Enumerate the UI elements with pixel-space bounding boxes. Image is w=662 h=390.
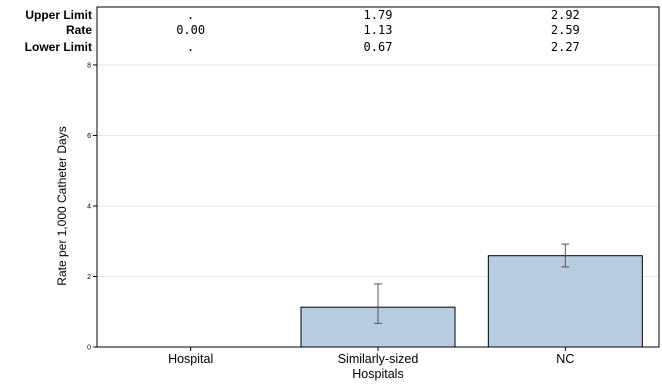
stats-cell-value: 0.67 bbox=[364, 40, 393, 54]
y-tick-label: 2 bbox=[87, 274, 91, 281]
x-category-label: Similarly-sized bbox=[338, 352, 419, 366]
y-axis-title: Rate per 1,000 Catheter Days bbox=[55, 126, 69, 285]
stats-row-label: Upper Limit bbox=[25, 8, 92, 22]
stats-cell-value: 2.59 bbox=[551, 23, 580, 37]
stats-table: Upper Limit. 1.79 2.92 Rate 0.00 1.13 2.59 Lowe… bbox=[25, 8, 580, 54]
bars bbox=[300, 255, 643, 348]
x-category-label: Hospital bbox=[168, 352, 213, 366]
stats-cell-value: . bbox=[187, 8, 194, 22]
stats-cell-value: . bbox=[187, 40, 194, 54]
y-tick-label: 4 bbox=[87, 204, 91, 211]
stats-cell-value: 2.92 bbox=[551, 8, 580, 22]
x-category-label: NC bbox=[556, 352, 574, 366]
stats-row-label: Lower Limit bbox=[25, 40, 92, 54]
error-bars bbox=[374, 243, 570, 324]
stats-cell-value: 2.27 bbox=[551, 40, 580, 54]
stats-cell-value: 1.79 bbox=[364, 8, 393, 22]
y-axis-ticks: 0 2 4 6 8 bbox=[87, 63, 97, 352]
stats-cell-value: 0.00 bbox=[176, 23, 205, 37]
x-category-label: Hospitals bbox=[352, 367, 403, 381]
stats-cell-value: 1.13 bbox=[364, 23, 393, 37]
y-tick-label: 0 bbox=[87, 345, 91, 352]
stats-row-label: Rate bbox=[66, 23, 92, 37]
bar bbox=[487, 255, 643, 348]
y-tick-label: 8 bbox=[87, 63, 91, 70]
y-tick-label: 6 bbox=[87, 133, 91, 140]
